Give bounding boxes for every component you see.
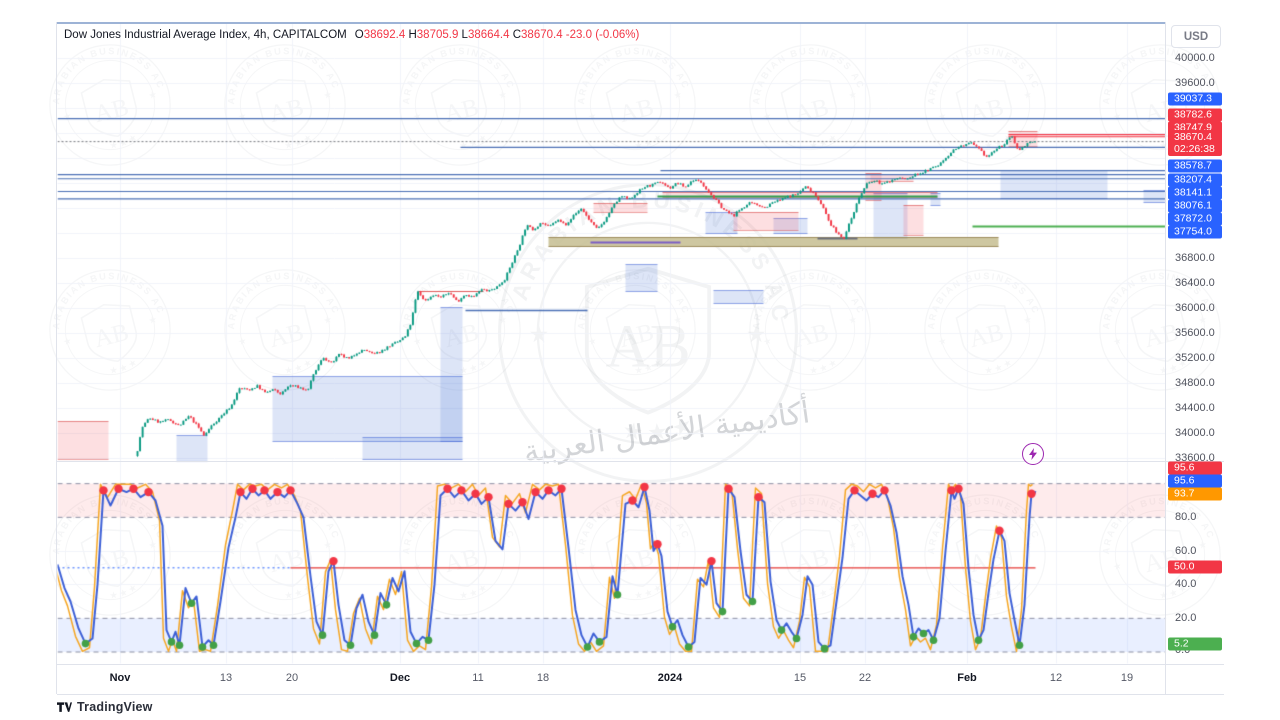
price-axis[interactable]: 40000.0 39600.0 36800.0 36400.0 36000.0 35600… — [1168, 22, 1224, 664]
price-badge: 38578.7 — [1168, 159, 1222, 173]
time-tick-label: 2024 — [657, 672, 683, 684]
tradingview-logo-icon — [57, 701, 72, 712]
price-axis-divider — [1165, 22, 1166, 694]
time-tick-label: Nov — [109, 672, 131, 684]
price-badge: 37872.0 — [1168, 212, 1222, 226]
lightning-icon[interactable] — [1022, 443, 1044, 465]
price-badge: 95.6 — [1168, 461, 1222, 475]
axis-tick-label: 36000.0 — [1175, 302, 1215, 314]
axis-tick-label: 60.0 — [1175, 545, 1197, 557]
time-axis-divider — [57, 664, 1224, 665]
axis-tick-label: 36400.0 — [1175, 277, 1215, 289]
axis-tick-label: 80.0 — [1175, 511, 1197, 523]
time-tick-label: 18 — [536, 672, 550, 684]
ohlc-value: 38705.9 — [416, 29, 462, 41]
price-badge: 50.0 — [1168, 560, 1222, 574]
change-value: -23.0 (-0.06%) — [565, 29, 640, 41]
price-badge: 39037.3 — [1168, 92, 1222, 106]
ohlc-label: O — [354, 29, 364, 41]
axis-tick-label: 40000.0 — [1175, 52, 1215, 64]
time-tick-label: Feb — [957, 672, 977, 684]
axis-tick-label: 39600.0 — [1175, 77, 1215, 89]
bar-countdown: 02:26:38 — [1174, 143, 1215, 155]
time-axis[interactable]: Nov 13 20 Dec 11 18 2024 15 22 Feb 12 19 — [57, 664, 1224, 694]
axis-tick-label: 20.0 — [1175, 612, 1197, 624]
axis-tick-label: 35600.0 — [1175, 327, 1215, 339]
axis-tick-label: 36800.0 — [1175, 252, 1215, 264]
price-badge: 38782.6 — [1168, 108, 1222, 122]
symbol-legend[interactable]: Dow Jones Industrial Average Index, 4h, … — [64, 29, 639, 41]
tradingview-attribution[interactable]: TradingView — [57, 700, 153, 714]
pane-top-border — [57, 22, 1165, 24]
price-badge: 38670.4 02:26:38 — [1168, 130, 1222, 156]
time-tick-label: 19 — [1120, 672, 1134, 684]
axis-tick-label: 40.0 — [1175, 578, 1197, 590]
price-badge: 95.6 — [1168, 474, 1222, 488]
time-tick-label: 15 — [793, 672, 807, 684]
axis-tick-label: 34400.0 — [1175, 402, 1215, 414]
ohlc-label: H — [408, 29, 417, 41]
ohlc-label: L — [461, 29, 468, 41]
time-axis-bottom-border — [57, 694, 1224, 695]
price-badge: 93.7 — [1168, 487, 1222, 501]
axis-tick-label: 35200.0 — [1175, 352, 1215, 364]
price-badge: 38207.4 — [1168, 173, 1222, 187]
pane-left-border — [56, 22, 57, 694]
axis-tick-label: 34800.0 — [1175, 377, 1215, 389]
time-tick-label: 20 — [285, 672, 299, 684]
time-tick-label: 12 — [1049, 672, 1063, 684]
time-tick-label: 22 — [858, 672, 872, 684]
time-tick-label: Dec — [389, 672, 411, 684]
currency-toggle-button[interactable]: USD — [1171, 25, 1221, 48]
axis-tick-label: 33600.0 — [1175, 452, 1215, 464]
price-badge: 38141.1 — [1168, 186, 1222, 200]
time-tick-label: 13 — [219, 672, 233, 684]
ohlc-value: 38692.4 — [363, 29, 409, 41]
price-badge: 5.2 — [1168, 637, 1222, 651]
ohlc-values: O38692.4 H38705.9 L38664.4 C38670.4 — [355, 29, 566, 41]
lightning-bolt-glyph — [1029, 448, 1037, 460]
price-badge: 37754.0 — [1168, 225, 1222, 239]
ohlc-label: C — [512, 29, 522, 41]
axis-tick-label: 34000.0 — [1175, 427, 1215, 439]
pane-divider[interactable] — [57, 461, 1224, 462]
price-badge: 38076.1 — [1168, 199, 1222, 213]
tradingview-logo-text: TradingView — [77, 700, 153, 714]
ohlc-value: 38670.4 — [521, 29, 566, 41]
symbol-title: Dow Jones Industrial Average Index, 4h, … — [64, 29, 347, 41]
ohlc-value: 38664.4 — [467, 29, 513, 41]
time-tick-label: 11 — [472, 672, 484, 684]
